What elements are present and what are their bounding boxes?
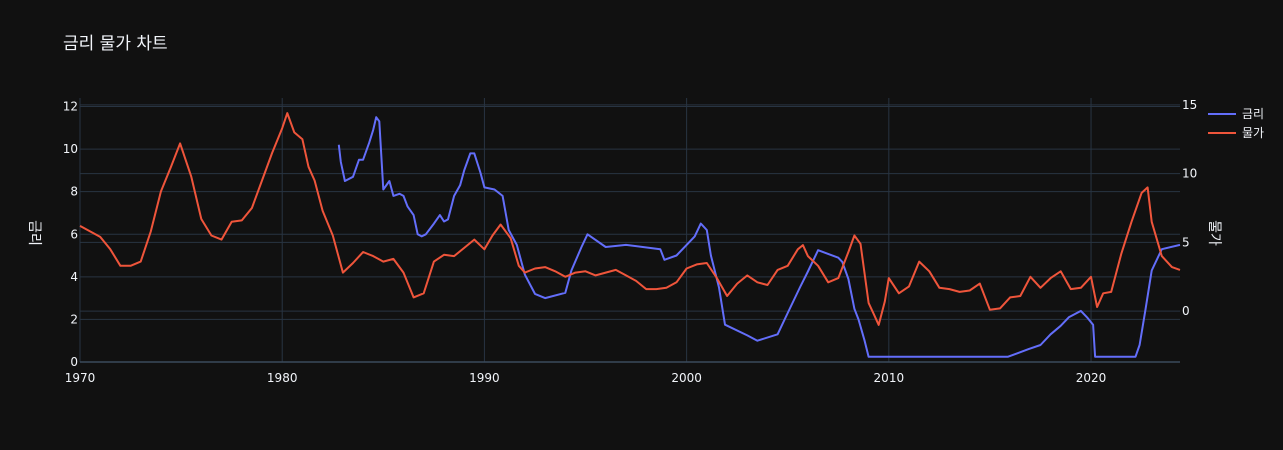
y-tick-label: 12	[63, 100, 78, 114]
y-tick-label: 10	[63, 142, 78, 156]
y2-tick-label: 10	[1182, 167, 1197, 181]
legend[interactable]: 금리 물가	[1208, 107, 1264, 140]
x-tick-label: 2000	[671, 371, 702, 385]
legend-item-inflation[interactable]: 물가	[1208, 126, 1264, 140]
x-tick-label: 2010	[874, 371, 905, 385]
y2-tick-label: 15	[1182, 98, 1197, 112]
chart-title: 금리 물가 차트	[63, 34, 168, 54]
x-tick-label: 1990	[469, 371, 500, 385]
y2-tick-label: 5	[1182, 235, 1190, 249]
y-tick-label: 4	[70, 270, 78, 284]
y2-axis-title: 물가	[1206, 220, 1222, 246]
y-tick-label: 2	[70, 312, 78, 326]
x-tick-label: 2020	[1076, 371, 1107, 385]
legend-label-rate: 금리	[1242, 107, 1264, 121]
tick-labels: 1970 1980 1990 2000 2010 2020 0 2 4 6 8 10 12 0 5 10 15	[63, 98, 1198, 385]
legend-label-inflation: 물가	[1242, 126, 1264, 140]
y-tick-label: 6	[70, 227, 78, 241]
x-tick-label: 1970	[65, 371, 96, 385]
y-tick-label: 0	[70, 355, 78, 369]
y-axis-title: 금리	[26, 220, 42, 246]
grid-lines	[79, 98, 1180, 363]
plot-area	[79, 112, 1181, 358]
legend-item-rate[interactable]: 금리	[1208, 107, 1264, 121]
series-line-inflation	[79, 112, 1181, 326]
y2-tick-label: 0	[1182, 304, 1190, 318]
y-tick-label: 8	[70, 185, 78, 199]
series-line-rate	[337, 116, 1181, 358]
x-tick-label: 1980	[267, 371, 298, 385]
